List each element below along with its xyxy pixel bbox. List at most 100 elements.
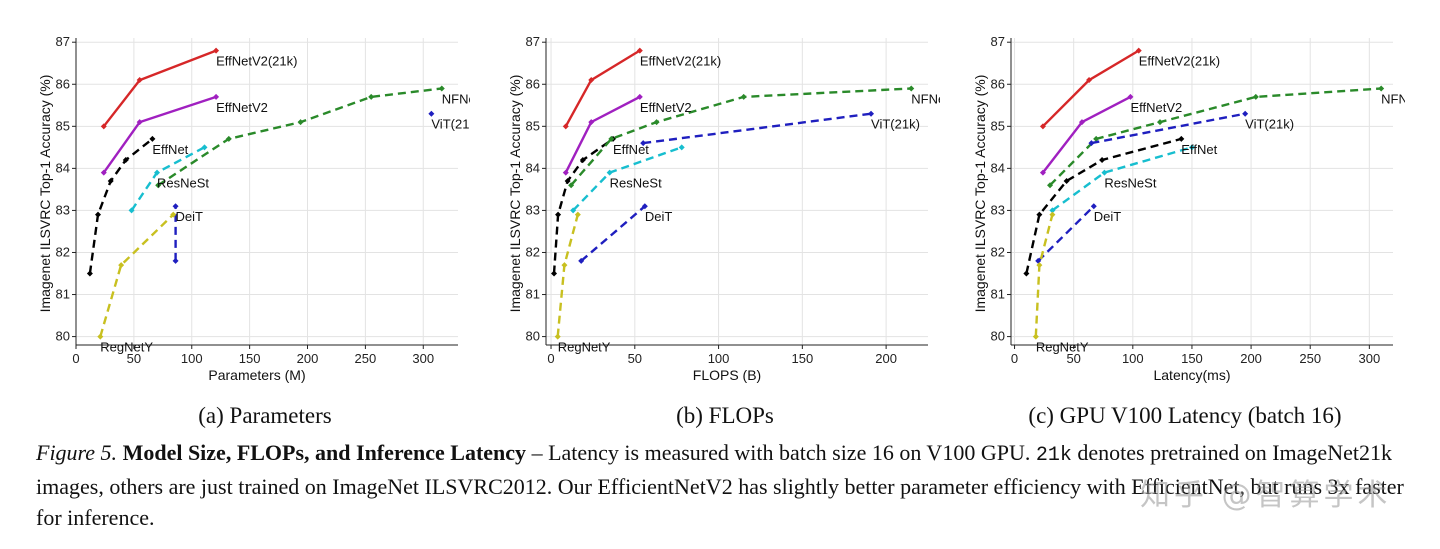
x-tick-label: 100 <box>1122 351 1144 366</box>
y-tick-label: 82 <box>991 244 1005 259</box>
point-deit <box>1035 257 1042 264</box>
series-line-vit-21k <box>643 112 872 145</box>
figure-caption: Figure 5. Model Size, FLOPs, and Inferen… <box>36 437 1416 533</box>
point-effnetv2-21k <box>136 77 143 84</box>
series-label: ResNeSt <box>610 176 662 191</box>
point-effnet <box>86 270 93 277</box>
point-deit <box>1090 203 1097 210</box>
series-label: EffNetV2(21k) <box>640 54 721 69</box>
point-regnety <box>554 333 561 340</box>
point-effnet <box>94 211 101 218</box>
series-line-regnety <box>1034 214 1054 337</box>
chart-parameters: 0 50 100 150 200 250 300 80 81 82 83 84 85 86 87 Parame… <box>37 34 470 383</box>
point-effnet <box>555 211 562 218</box>
series-label: DeiT <box>645 209 673 224</box>
point-effnet <box>1036 211 1043 218</box>
y-tick-label: 87 <box>56 34 70 49</box>
y-tick-label: 82 <box>526 244 540 259</box>
x-tick-label: 0 <box>547 351 554 366</box>
point-deit <box>172 257 179 264</box>
y-tick-label: 80 <box>56 329 70 344</box>
series-label: ViT(21k) <box>1245 117 1294 132</box>
point-resnest <box>1101 169 1108 176</box>
point-effnetv2-21k <box>213 47 220 54</box>
y-tick-label: 81 <box>526 287 540 302</box>
x-tick-label: 0 <box>72 351 79 366</box>
series-label: EffNetV2 <box>216 100 268 115</box>
x-tick-label: 150 <box>239 351 261 366</box>
series-label: NFNet <box>442 91 470 106</box>
series-label: NFNet <box>911 91 940 106</box>
y-axis-label: Imagenet ILSVRC Top-1 Accuracy (%) <box>507 75 523 313</box>
watermark: 知乎 @智算学术 <box>1140 478 1392 513</box>
point-effnet <box>1063 177 1070 184</box>
point-regnety <box>574 211 581 218</box>
y-tick-label: 85 <box>56 118 70 133</box>
series-line-regnety <box>556 214 579 337</box>
x-tick-label: 150 <box>1181 351 1203 366</box>
y-axis-label: Imagenet ILSVRC Top-1 Accuracy (%) <box>972 75 988 313</box>
point-effnet <box>1023 270 1030 277</box>
series-label: ViT(21k) <box>431 117 470 132</box>
point-effnetv2 <box>1078 119 1085 126</box>
point-nfnet <box>1378 85 1385 92</box>
series-label: EffNet <box>613 142 649 157</box>
y-tick-label: 86 <box>991 76 1005 91</box>
point-effnetv2-21k <box>1039 123 1046 130</box>
x-tick-label: 200 <box>1240 351 1262 366</box>
point-effnetv2-21k <box>100 123 107 130</box>
series-label: EffNet <box>152 142 188 157</box>
point-vit-21k <box>428 110 435 117</box>
chart-flops: 0 50 100 150 200 80 81 82 83 84 85 86 87 FLOPS (B) Ima… <box>507 34 940 383</box>
point-regnety <box>97 333 104 340</box>
point-nfnet <box>908 85 915 92</box>
point-effnet <box>107 177 114 184</box>
point-resnest <box>1049 207 1056 214</box>
series-line-effnet <box>1025 137 1182 274</box>
point-resnest <box>128 207 135 214</box>
point-effnetv2 <box>213 93 220 100</box>
y-tick-label: 84 <box>991 160 1005 175</box>
point-deit <box>641 203 648 210</box>
point-effnetv2 <box>588 119 595 126</box>
point-vit-21k <box>640 140 647 147</box>
x-tick-label: 250 <box>355 351 377 366</box>
point-nfnet <box>740 93 747 100</box>
caption-text-2: denotes pretrained on ImageNet21k images… <box>36 440 1404 530</box>
x-tick-label: 250 <box>1299 351 1321 366</box>
point-vit-21k <box>868 110 875 117</box>
point-resnest <box>570 207 577 214</box>
series-label: DeiT <box>176 209 204 224</box>
point-nfnet <box>297 119 304 126</box>
y-tick-label: 83 <box>526 202 540 217</box>
point-deit <box>578 257 585 264</box>
point-vit-21k <box>1088 140 1095 147</box>
series-line-effnetv2 <box>1041 95 1131 174</box>
series-line-effnetv2 <box>102 95 217 174</box>
point-effnetv2-21k <box>1135 47 1142 54</box>
x-axis-label: Parameters (M) <box>208 367 305 383</box>
point-effnetv2 <box>136 119 143 126</box>
point-effnet <box>579 156 586 163</box>
y-tick-label: 84 <box>526 160 540 175</box>
y-tick-label: 83 <box>991 202 1005 217</box>
point-nfnet <box>225 135 232 142</box>
point-regnety <box>561 262 568 269</box>
point-regnety <box>1036 262 1043 269</box>
point-regnety <box>170 211 177 218</box>
series-line-effnetv2-21k <box>1042 49 1140 128</box>
series-label: EffNet <box>1181 142 1217 157</box>
x-tick-label: 50 <box>127 351 141 366</box>
chart-panel-latency: 0 50 100 150 200 250 300 80 81 82 83 84 85 86 87 Latenc… <box>935 0 1405 400</box>
y-tick-label: 80 <box>526 329 540 344</box>
x-tick-label: 100 <box>708 351 730 366</box>
point-resnest <box>201 144 208 151</box>
x-tick-label: 50 <box>1066 351 1080 366</box>
caption-title: Model Size, FLOPs, and Inference Latency <box>122 440 527 465</box>
x-tick-label: 0 <box>1011 351 1018 366</box>
y-tick-label: 86 <box>56 76 70 91</box>
point-nfnet <box>608 135 615 142</box>
x-tick-label: 100 <box>181 351 203 366</box>
series-line-deit <box>580 205 646 262</box>
point-nfnet <box>438 85 445 92</box>
